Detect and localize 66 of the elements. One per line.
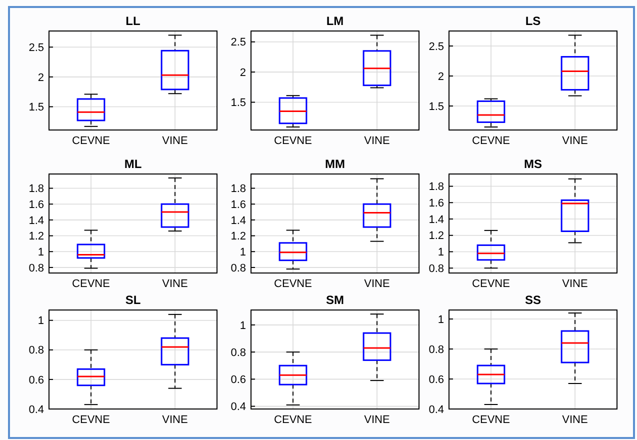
x-tick-label: CEVNE (274, 278, 312, 290)
chart-title: ML (124, 157, 142, 171)
y-tick-label: 1 (438, 246, 444, 259)
y-tick-label: 1.4 (428, 214, 444, 226)
y-tick-label: 1.6 (428, 197, 444, 210)
y-tick-label: 1.8 (28, 183, 44, 196)
y-tick-label: 1 (240, 320, 246, 332)
y-tick-label: 1.8 (428, 181, 444, 194)
y-tick-label: 2.5 (428, 40, 444, 53)
y-tick-label: 1.5 (230, 97, 246, 110)
y-tick-label: 0.4 (428, 404, 444, 416)
y-tick-label: 0.6 (428, 374, 444, 386)
x-tick-label: CEVNE (274, 135, 312, 147)
x-tick-label: VINE (562, 135, 588, 147)
x-tick-label: VINE (162, 414, 188, 426)
y-tick-label: 2 (38, 72, 44, 84)
chart-title: LL (126, 14, 140, 28)
y-tick-label: 0.8 (428, 344, 444, 356)
chart-title: SS (524, 293, 542, 307)
y-tick-label: 1 (38, 315, 44, 328)
y-tick-label: 2.5 (28, 42, 44, 54)
chart-title: MS (524, 157, 542, 171)
chart-title: LS (525, 14, 541, 28)
y-tick-label: 0.4 (230, 401, 246, 414)
y-tick-label: 1.4 (28, 214, 44, 227)
chart-title: SL (125, 293, 141, 307)
y-tick-label: 0.8 (428, 262, 444, 275)
x-tick-label: VINE (562, 278, 588, 290)
y-tick-label: 1 (438, 314, 444, 326)
y-tick-label: 1.8 (230, 183, 246, 196)
y-tick-label: 1.5 (28, 102, 44, 114)
y-tick-label: 1 (38, 246, 44, 258)
x-tick-label: CEVNE (72, 278, 110, 290)
x-tick-label: CEVNE (274, 414, 312, 426)
x-tick-label: CEVNE (72, 414, 110, 426)
y-tick-label: 0.8 (28, 262, 44, 274)
y-tick-label: 2.5 (230, 36, 246, 49)
x-tick-label: CEVNE (472, 414, 510, 426)
x-tick-label: VINE (162, 135, 188, 147)
y-tick-label: 0.8 (28, 344, 44, 357)
y-tick-label: 1.2 (28, 230, 44, 243)
chart-title: MM (325, 157, 345, 171)
x-tick-label: VINE (562, 414, 588, 426)
y-tick-label: 0.6 (28, 374, 44, 386)
chart-title: SM (326, 293, 344, 307)
y-tick-label: 1.6 (28, 198, 44, 211)
x-tick-label: CEVNE (472, 135, 510, 147)
y-tick-label: 1.6 (230, 198, 246, 211)
x-tick-label: CEVNE (72, 135, 110, 147)
x-tick-label: VINE (364, 278, 390, 290)
y-tick-label: 0.6 (230, 374, 246, 386)
x-tick-label: VINE (364, 414, 390, 426)
y-tick-label: 1.5 (428, 100, 444, 113)
x-tick-label: CEVNE (472, 278, 510, 290)
x-tick-label: VINE (162, 278, 188, 290)
chart-title: LM (326, 14, 344, 28)
x-tick-label: VINE (364, 135, 390, 147)
y-tick-label: 2 (438, 70, 444, 83)
y-tick-label: 1 (240, 246, 246, 258)
y-tick-label: 1.2 (428, 230, 444, 242)
y-tick-label: 0.4 (28, 404, 44, 416)
y-tick-label: 1.2 (230, 230, 246, 243)
y-tick-label: 0.8 (230, 262, 246, 274)
y-tick-label: 1.4 (230, 214, 246, 227)
y-tick-label: 2 (240, 66, 246, 79)
y-tick-label: 0.8 (230, 346, 246, 359)
